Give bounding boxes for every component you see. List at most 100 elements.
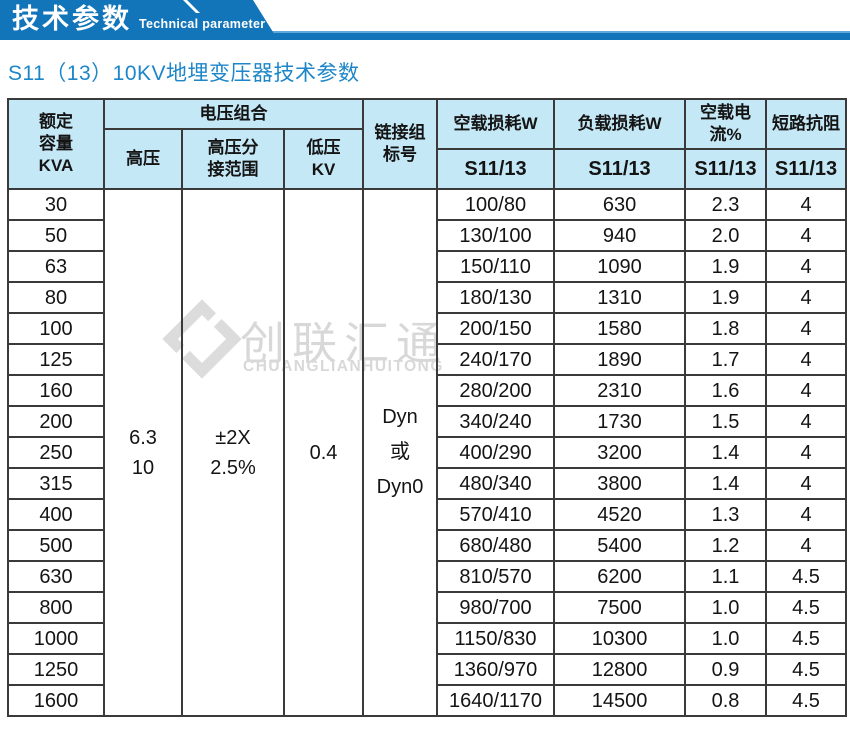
load-loss-cell: 940 xyxy=(553,219,687,252)
capacity-cell: 200 xyxy=(7,405,105,438)
impedance-cell: 4 xyxy=(765,374,848,407)
header-hv: 高压 xyxy=(103,128,183,190)
banner-ribbon: 技术参数 Technical parameter xyxy=(0,0,278,40)
impedance-cell: 4 xyxy=(765,188,848,221)
impedance-cell: 4.5 xyxy=(765,684,848,717)
no-load-loss-cell: 980/700 xyxy=(436,591,556,624)
load-loss-cell: 12800 xyxy=(553,653,687,686)
capacity-cell: 125 xyxy=(7,343,105,376)
load-loss-cell: 3200 xyxy=(553,436,687,469)
load-loss-cell: 6200 xyxy=(553,560,687,593)
no-load-current-cell: 0.8 xyxy=(684,684,768,717)
no-load-current-cell: 1.0 xyxy=(684,622,768,655)
no-load-current-cell: 2.0 xyxy=(684,219,768,252)
table-row: 400 570/410 4520 1.3 4 xyxy=(7,498,848,531)
capacity-cell: 100 xyxy=(7,312,105,345)
no-load-loss-cell: 150/110 xyxy=(436,250,556,283)
impedance-cell: 4 xyxy=(765,436,848,469)
table-row: 125 240/170 1890 1.7 4 xyxy=(7,343,848,376)
header-load-loss: 负载损耗W xyxy=(553,98,687,150)
capacity-cell: 400 xyxy=(7,498,105,531)
table-row: 250 400/290 3200 1.4 4 xyxy=(7,436,848,469)
load-loss-cell: 1090 xyxy=(553,250,687,283)
capacity-cell: 80 xyxy=(7,281,105,314)
load-loss-cell: 14500 xyxy=(553,684,687,717)
header-model-load-loss: S11/13 xyxy=(553,148,687,190)
no-load-current-cell: 0.9 xyxy=(684,653,768,686)
no-load-current-cell: 1.6 xyxy=(684,374,768,407)
capacity-cell: 1600 xyxy=(7,684,105,717)
no-load-loss-cell: 570/410 xyxy=(436,498,556,531)
hv-merged-cell: 6.3 10 xyxy=(103,188,183,717)
table-row: 1000 1150/830 10300 1.0 4.5 xyxy=(7,622,848,655)
load-loss-cell: 3800 xyxy=(553,467,687,500)
no-load-loss-cell: 1150/830 xyxy=(436,622,556,655)
table-row: 200 340/240 1730 1.5 4 xyxy=(7,405,848,438)
load-loss-cell: 630 xyxy=(553,188,687,221)
no-load-loss-cell: 810/570 xyxy=(436,560,556,593)
impedance-cell: 4 xyxy=(765,250,848,283)
no-load-loss-cell: 200/150 xyxy=(436,312,556,345)
load-loss-cell: 7500 xyxy=(553,591,687,624)
header-no-load-current: 空载电流% xyxy=(684,98,768,150)
load-loss-cell: 4520 xyxy=(553,498,687,531)
capacity-cell: 1000 xyxy=(7,622,105,655)
no-load-current-cell: 1.7 xyxy=(684,343,768,376)
banner-subtitle: Technical parameter xyxy=(139,17,266,31)
header-lv: 低压 KV xyxy=(282,128,365,190)
impedance-cell: 4 xyxy=(765,219,848,252)
load-loss-cell: 1310 xyxy=(553,281,687,314)
impedance-cell: 4 xyxy=(765,498,848,531)
no-load-current-cell: 1.8 xyxy=(684,312,768,345)
capacity-cell: 160 xyxy=(7,374,105,407)
no-load-loss-cell: 680/480 xyxy=(436,529,556,562)
load-loss-cell: 5400 xyxy=(553,529,687,562)
no-load-loss-cell: 180/130 xyxy=(436,281,556,314)
no-load-current-cell: 1.0 xyxy=(684,591,768,624)
header-model-no-load-loss: S11/13 xyxy=(436,148,556,190)
impedance-cell: 4.5 xyxy=(765,560,848,593)
impedance-cell: 4 xyxy=(765,281,848,314)
impedance-cell: 4.5 xyxy=(765,622,848,655)
table-row: 1600 1640/1170 14500 0.8 4.5 xyxy=(7,684,848,717)
impedance-cell: 4 xyxy=(765,343,848,376)
no-load-loss-cell: 1360/970 xyxy=(436,653,556,686)
table-row: 63 150/110 1090 1.9 4 xyxy=(7,250,848,283)
no-load-current-cell: 1.3 xyxy=(684,498,768,531)
capacity-cell: 630 xyxy=(7,560,105,593)
table-row: 315 480/340 3800 1.4 4 xyxy=(7,467,848,500)
no-load-loss-cell: 130/100 xyxy=(436,219,556,252)
page-title: S11（13）10KV地埋变压器技术参数 xyxy=(8,62,360,85)
no-load-loss-cell: 100/80 xyxy=(436,188,556,221)
no-load-current-cell: 2.3 xyxy=(684,188,768,221)
no-load-loss-cell: 240/170 xyxy=(436,343,556,376)
capacity-cell: 50 xyxy=(7,219,105,252)
header-model-no-load-current: S11/13 xyxy=(684,148,768,190)
capacity-cell: 800 xyxy=(7,591,105,624)
no-load-loss-cell: 280/200 xyxy=(436,374,556,407)
header-impedance: 短路抗阻 xyxy=(765,98,848,150)
no-load-current-cell: 1.9 xyxy=(684,281,768,314)
table-row: 630 810/570 6200 1.1 4.5 xyxy=(7,560,848,593)
lv-merged-cell: 0.4 xyxy=(282,188,365,717)
banner-underline xyxy=(0,31,850,40)
banner-title: 技术参数 xyxy=(12,4,132,34)
header-vector-group: 链接组 标号 xyxy=(362,98,439,190)
header-model-impedance: S11/13 xyxy=(765,148,848,190)
header-no-load-loss: 空载损耗W xyxy=(436,98,556,150)
vector-group-merged-cell: Dyn 或 Dyn0 xyxy=(362,188,439,717)
table-row: 160 280/200 2310 1.6 4 xyxy=(7,374,848,407)
no-load-current-cell: 1.1 xyxy=(684,560,768,593)
table-row: 30 6.3 10 ±2X 2.5% 0.4 Dyn 或 Dyn0 100/80… xyxy=(7,188,848,717)
tap-range-merged-cell: ±2X 2.5% xyxy=(181,188,285,717)
header-capacity: 额定 容量 KVA xyxy=(7,98,105,190)
table-row: 100 200/150 1580 1.8 4 xyxy=(7,312,848,345)
no-load-loss-cell: 400/290 xyxy=(436,436,556,469)
no-load-loss-cell: 1640/1170 xyxy=(436,684,556,717)
no-load-current-cell: 1.2 xyxy=(684,529,768,562)
load-loss-cell: 1730 xyxy=(553,405,687,438)
no-load-current-cell: 1.5 xyxy=(684,405,768,438)
impedance-cell: 4 xyxy=(765,529,848,562)
header-hv-tap-range: 高压分 接范围 xyxy=(181,128,285,190)
table-row: 80 180/130 1310 1.9 4 xyxy=(7,281,848,314)
